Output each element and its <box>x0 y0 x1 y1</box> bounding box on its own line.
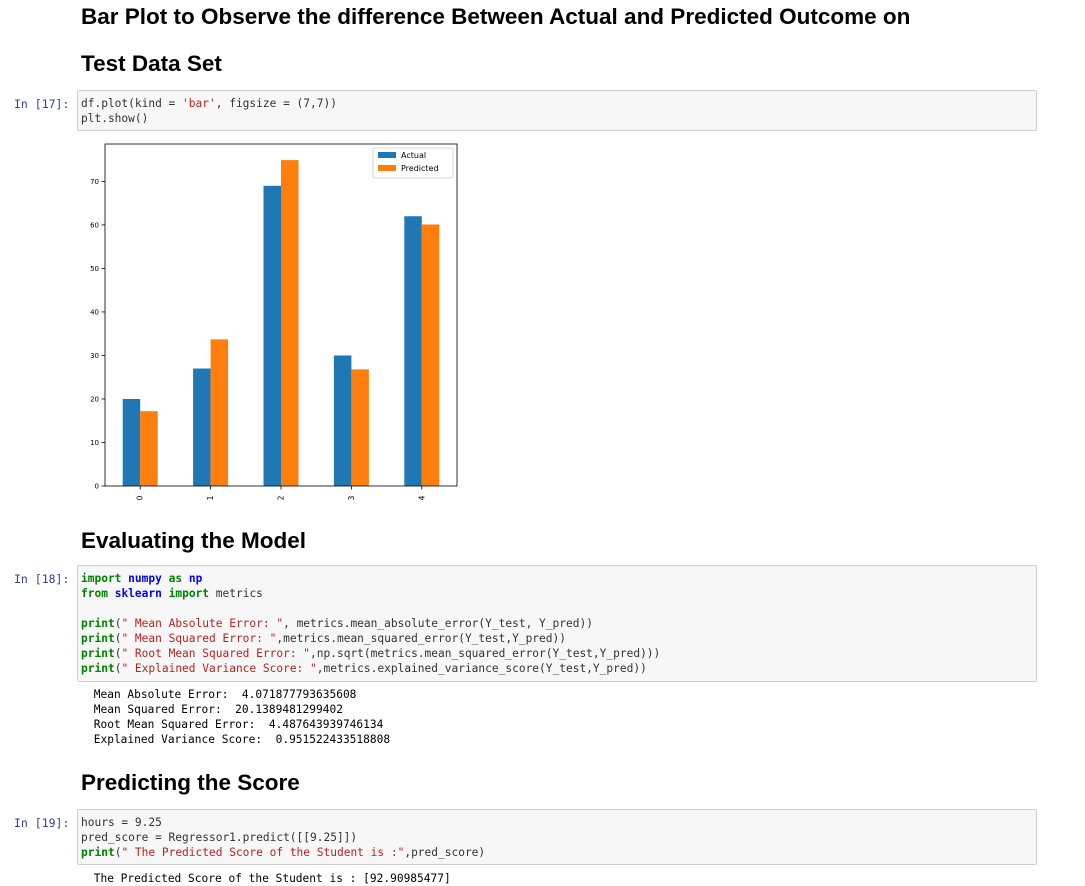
code-token: as <box>168 572 183 585</box>
code-token: np <box>188 572 203 585</box>
bar-predicted-4 <box>421 224 440 486</box>
code-token: df.plot(kind = <box>81 97 183 110</box>
code-token: ,metrics.mean_squared_error(Y_test,Y_pre… <box>276 632 566 645</box>
cell-19-prompt: In [19]: <box>14 816 70 830</box>
code-token: hours = 9.25 <box>81 816 162 829</box>
output-line: Explained Variance Score: 0.951522433518… <box>87 733 391 746</box>
bar-actual-2 <box>263 185 281 486</box>
code-token <box>182 572 189 585</box>
cell-19-output: The Predicted Score of the Student is : … <box>87 871 451 886</box>
barplot-heading-line1: Bar Plot to Observe the difference Betwe… <box>81 4 911 29</box>
x-tick-label: 2 <box>277 495 286 500</box>
code-token: " Explained Variance Score: " <box>121 662 317 675</box>
legend-label-predicted: Predicted <box>401 164 439 173</box>
code-token: print <box>81 662 115 675</box>
legend-label-actual: Actual <box>401 151 426 160</box>
code-token: ,np.sqrt(metrics.mean_squared_error(Y_te… <box>310 647 661 660</box>
y-tick-label: 0 <box>95 483 99 491</box>
barplot-heading-line2: Test Data Set <box>81 51 222 76</box>
code-token: plt.show() <box>81 112 149 125</box>
bar-predicted-2 <box>281 160 299 486</box>
y-tick-label: 60 <box>90 221 99 229</box>
code-token: 'bar' <box>182 97 216 110</box>
y-tick-label: 20 <box>90 395 99 403</box>
code-token: ,pred_score) <box>404 846 486 859</box>
bar-actual-4 <box>404 216 422 486</box>
code-token: " The Predicted Score of the Student is … <box>121 846 405 859</box>
bar-actual-0 <box>122 398 141 486</box>
cell-17-prompt: In [17]: <box>14 97 70 111</box>
code-token: , metrics.mean_absolute_error(Y_test, Y_… <box>283 617 593 630</box>
output-line: The Predicted Score of the Student is : … <box>87 872 451 885</box>
y-tick-label: 70 <box>90 178 99 186</box>
code-token: , figsize = (7,7)) <box>215 97 337 110</box>
code-token: " Mean Squared Error: " <box>121 632 277 645</box>
legend-swatch-actual <box>378 152 396 158</box>
output-line: Mean Absolute Error: 4.071877793635608 <box>87 688 357 701</box>
bar-predicted-1 <box>210 339 229 486</box>
bar-predicted-3 <box>351 369 369 486</box>
x-tick-label: 4 <box>417 495 426 500</box>
code-token: import <box>81 572 122 585</box>
output-line: Mean Squared Error: 20.1389481299402 <box>87 703 343 716</box>
cell-18-output: Mean Absolute Error: 4.071877793635608 M… <box>87 687 390 747</box>
code-token <box>108 587 115 600</box>
legend-swatch-predicted <box>378 165 396 171</box>
code-token: print <box>81 647 115 660</box>
code-token: numpy <box>128 572 162 585</box>
code-token: print <box>81 846 115 859</box>
bar-predicted-0 <box>140 411 158 486</box>
y-tick-label: 30 <box>90 352 99 360</box>
cell-18-prompt: In [18]: <box>14 572 70 586</box>
code-token: " Mean Absolute Error: " <box>121 617 284 630</box>
evaluating-heading: Evaluating the Model <box>81 528 307 553</box>
code-token: print <box>81 632 115 645</box>
code-cell-18-source[interactable]: import numpy as np from sklearn import m… <box>81 571 660 676</box>
y-tick-label: 40 <box>90 308 99 316</box>
code-token: metrics <box>209 587 263 600</box>
y-tick-label: 50 <box>90 265 99 273</box>
x-tick-label: 1 <box>206 495 215 500</box>
predicting-heading: Predicting the Score <box>81 770 300 795</box>
bar-actual-3 <box>333 355 352 486</box>
code-cell-19[interactable]: hours = 9.25 pred_score = Regressor1.pre… <box>77 809 1037 865</box>
bar-actual-1 <box>193 368 211 486</box>
code-token: ,metrics.explained_variance_score(Y_test… <box>316 662 647 675</box>
code-cell-17[interactable]: df.plot(kind = 'bar', figsize = (7,7)) p… <box>77 90 1037 131</box>
output-line: Root Mean Squared Error: 4.4876439397461… <box>87 718 384 731</box>
code-token <box>162 572 169 585</box>
code-token: pred_score = Regressor1.predict([[9.25]]… <box>81 831 358 844</box>
bar-chart: 0 10 20 30 40 50 60 70 0 1 2 3 4 Actual Predicted <box>90 143 458 500</box>
code-token <box>162 587 169 600</box>
x-tick-label: 0 <box>136 495 145 500</box>
code-token: import <box>168 587 210 600</box>
code-token: from <box>81 587 108 600</box>
code-token: ( <box>114 662 122 675</box>
code-token: " Root Mean Squared Error: " <box>121 647 311 660</box>
code-token: ( <box>114 846 122 859</box>
code-token: ( <box>114 617 122 630</box>
code-token: ( <box>114 632 122 645</box>
code-token: ( <box>114 647 122 660</box>
code-cell-17-source[interactable]: df.plot(kind = 'bar', figsize = (7,7)) p… <box>81 96 337 126</box>
code-cell-18[interactable]: import numpy as np from sklearn import m… <box>77 565 1037 682</box>
code-token: print <box>81 617 115 630</box>
x-tick-label: 3 <box>347 495 356 500</box>
y-tick-label: 10 <box>90 439 99 447</box>
code-cell-19-source[interactable]: hours = 9.25 pred_score = Regressor1.pre… <box>81 815 485 860</box>
code-token: sklearn <box>114 587 162 600</box>
